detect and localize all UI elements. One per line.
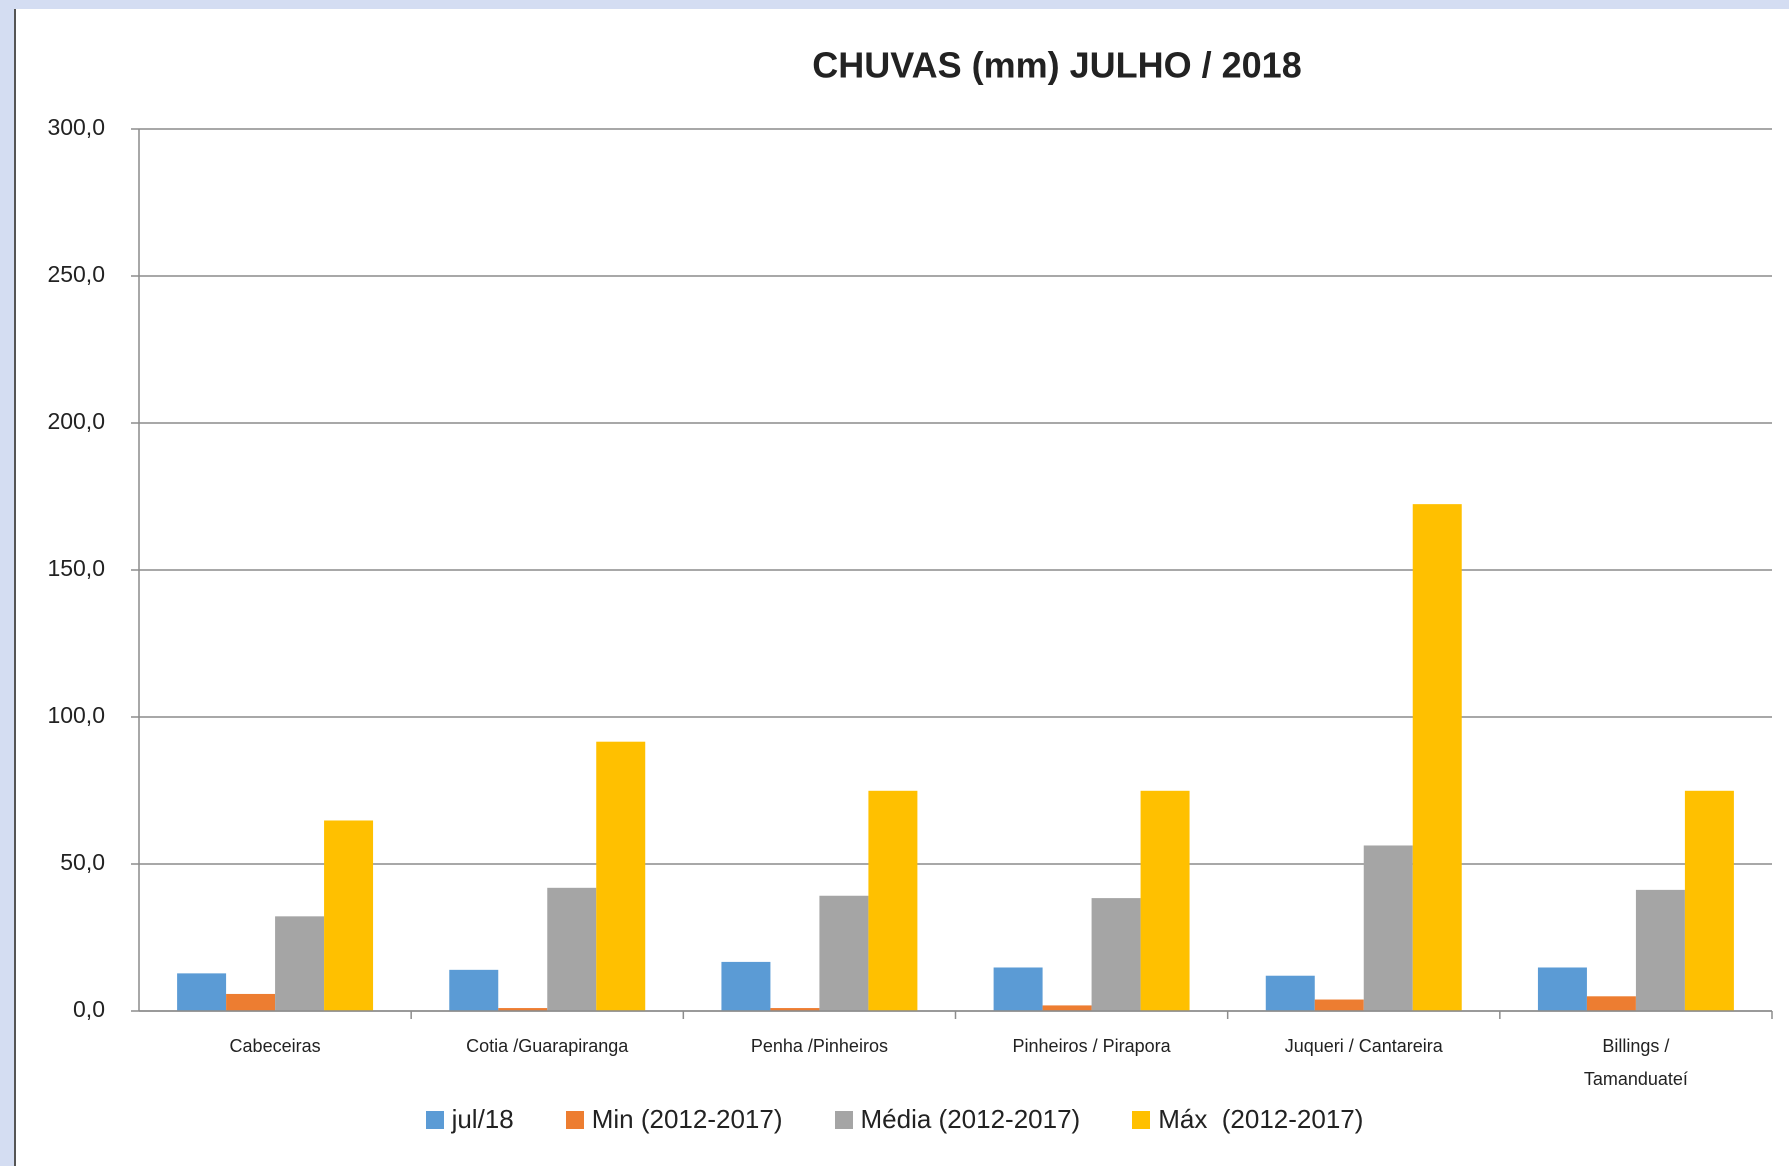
legend-label: jul/18 bbox=[451, 1104, 514, 1134]
bar bbox=[449, 969, 499, 1011]
legend-item: Máx (2012-2017) bbox=[1132, 1104, 1363, 1135]
legend-swatch bbox=[834, 1110, 853, 1129]
bar bbox=[1314, 999, 1364, 1011]
legend-item: jul/18 bbox=[425, 1104, 514, 1135]
legend-label: Máx (2012-2017) bbox=[1158, 1104, 1364, 1134]
y-tick-label: 100,0 bbox=[47, 702, 105, 728]
bar bbox=[819, 895, 869, 1011]
x-tick-label: Billings / Tamanduateí bbox=[1583, 1036, 1688, 1089]
y-tick-label: 200,0 bbox=[47, 408, 105, 434]
bar bbox=[868, 790, 918, 1011]
legend-item: Min (2012-2017) bbox=[565, 1104, 783, 1135]
legend-label: Min (2012-2017) bbox=[591, 1104, 783, 1134]
y-tick-label: 0,0 bbox=[73, 996, 105, 1022]
bar bbox=[1363, 845, 1413, 1011]
legend-label: Média (2012-2017) bbox=[860, 1104, 1081, 1134]
bar bbox=[324, 820, 374, 1011]
bar bbox=[1042, 1005, 1092, 1011]
bar bbox=[721, 961, 771, 1011]
legend-item: Média (2012-2017) bbox=[834, 1104, 1081, 1135]
legend-swatch bbox=[565, 1110, 584, 1129]
x-tick-label: Cotia /Guarapiranga bbox=[466, 1036, 629, 1056]
bar bbox=[1635, 889, 1685, 1011]
bar bbox=[275, 916, 325, 1011]
bar bbox=[226, 993, 276, 1011]
legend: jul/18 Min (2012-2017) Média (2012-2017) Má… bbox=[0, 1104, 1789, 1135]
x-tick-label: Pinheiros / Pirapora bbox=[1012, 1036, 1171, 1056]
y-tick-label: 300,0 bbox=[47, 114, 105, 140]
bar bbox=[1537, 967, 1587, 1011]
bar bbox=[1586, 996, 1636, 1011]
y-tick-label: 50,0 bbox=[60, 849, 105, 875]
bar bbox=[498, 1008, 548, 1011]
x-tick-label: Penha /Pinheiros bbox=[750, 1036, 888, 1056]
x-tick-label: Cabeceiras bbox=[229, 1036, 321, 1056]
y-tick-label: 150,0 bbox=[47, 555, 105, 581]
bar bbox=[1684, 790, 1734, 1011]
bar bbox=[596, 741, 646, 1011]
bar bbox=[177, 973, 227, 1011]
bar bbox=[547, 887, 597, 1011]
legend-swatch bbox=[1132, 1110, 1151, 1129]
bar bbox=[1265, 975, 1315, 1011]
x-tick-label: Juqueri / Cantareira bbox=[1284, 1036, 1443, 1056]
chart-title: CHUVAS (mm) JULHO / 2018 bbox=[812, 45, 1301, 86]
bar bbox=[993, 967, 1043, 1011]
bar bbox=[1091, 898, 1141, 1011]
bar bbox=[1140, 790, 1190, 1011]
y-tick-label: 250,0 bbox=[47, 261, 105, 287]
bar bbox=[770, 1008, 820, 1011]
bar bbox=[1412, 504, 1462, 1011]
legend-swatch bbox=[425, 1110, 444, 1129]
